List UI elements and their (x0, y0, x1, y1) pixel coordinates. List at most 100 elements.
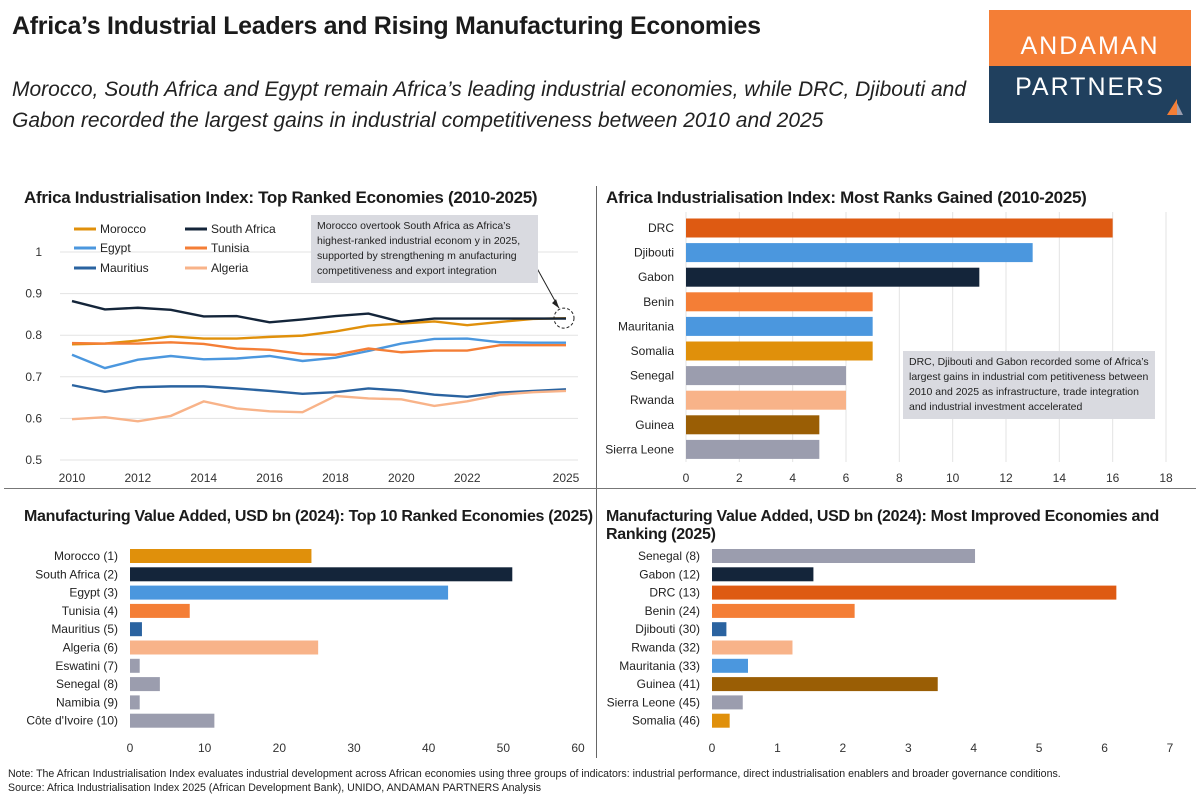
bar-senegal (686, 366, 846, 386)
x-tick-label: 2016 (256, 471, 283, 485)
x-tick-label: 20 (273, 741, 287, 755)
bar-namibia-9- (130, 695, 140, 710)
category-label: Senegal (8) (56, 677, 118, 691)
bar-c-te-d-ivoire-10- (130, 713, 215, 728)
page-subtitle: Morocco, South Africa and Egypt remain A… (12, 78, 967, 132)
category-label: Rwanda (630, 393, 674, 407)
x-tick-label: 1 (774, 741, 781, 755)
callout-circle (553, 307, 575, 329)
category-label: Djibouti (634, 246, 674, 260)
bar-mauritius-5- (130, 622, 142, 637)
category-label: Sierra Leone (45) (607, 695, 700, 709)
series-line-morocco (71, 316, 567, 346)
bar-rwanda-32- (712, 640, 793, 655)
bar-senegal-8- (130, 677, 160, 692)
bar-djibouti-30- (712, 622, 727, 637)
x-tick-label: 5 (1036, 741, 1043, 755)
bar-mauritania-33- (712, 658, 748, 673)
series-line-algeria (71, 389, 567, 423)
bar-rwanda (686, 390, 846, 410)
x-tick-label: 2022 (454, 471, 481, 485)
x-tick-label: 2014 (190, 471, 217, 485)
page-title: Africa’s Industrial Leaders and Rising M… (12, 12, 761, 40)
bar-djibouti (686, 243, 1033, 263)
series-line-mauritius (71, 383, 567, 398)
x-tick-label: 14 (1053, 471, 1067, 485)
legend-label: Algeria (211, 261, 249, 275)
category-label: Gabon (12) (639, 567, 700, 581)
category-label: Guinea (41) (637, 677, 700, 691)
legend-label: Mauritius (100, 261, 149, 275)
logo-mark-icon (1167, 99, 1183, 115)
legend-label: Tunisia (211, 241, 250, 255)
x-tick-label: 6 (843, 471, 850, 485)
bar-egypt-3- (130, 585, 449, 600)
x-tick-label: 0 (709, 741, 716, 755)
bar-sierra-leone (686, 439, 820, 459)
category-label: Mauritania (33) (619, 659, 700, 673)
bar-tunisia-4- (130, 603, 190, 618)
x-tick-label: 40 (422, 741, 436, 755)
x-tick-label: 18 (1159, 471, 1173, 485)
bar-somalia-46- (712, 713, 730, 728)
category-label: Morocco (1) (54, 549, 118, 563)
bar-sierra-leone-45- (712, 695, 743, 710)
y-tick-label: 0.5 (25, 453, 42, 467)
series-line-egypt (71, 337, 566, 370)
x-tick-label: 16 (1106, 471, 1120, 485)
legend-label: Egypt (100, 241, 131, 255)
chart2-annotation: DRC, Djibouti and Gabon recorded some of… (903, 351, 1155, 419)
x-tick-label: 10 (198, 741, 212, 755)
x-tick-label: 2025 (553, 471, 580, 485)
bar-guinea (686, 415, 820, 435)
x-tick-label: 50 (497, 741, 511, 755)
logo-line2: PARTNERS (989, 66, 1191, 123)
category-label: Tunisia (4) (62, 604, 118, 618)
chart3-title: Manufacturing Value Added, USD bn (2024)… (24, 508, 593, 525)
x-tick-label: 4 (970, 741, 977, 755)
y-tick-label: 1 (35, 245, 42, 259)
category-label: Eswatini (7) (55, 659, 118, 673)
x-tick-label: 3 (905, 741, 912, 755)
chart4-title: Manufacturing Value Added, USD bn (2024)… (606, 508, 1160, 543)
bar-south-africa-2- (130, 567, 513, 582)
category-label: Gabon (638, 270, 674, 284)
bar-benin (686, 292, 873, 312)
footer-note: Note: The African Industrialisation Inde… (8, 768, 1061, 780)
bar-eswatini-7- (130, 658, 140, 673)
category-label: Egypt (3) (69, 586, 118, 600)
bar-gabon-12- (712, 567, 814, 582)
category-label: Mauritania (618, 319, 674, 333)
horizontal-divider (4, 488, 1196, 489)
category-label: Benin (643, 295, 674, 309)
series-line-tunisia (71, 341, 566, 356)
x-tick-label: 0 (683, 471, 690, 485)
logo-line1: ANDAMAN (989, 10, 1191, 66)
chart2-title: Africa Industrialisation Index: Most Ran… (606, 188, 1087, 207)
x-tick-label: 2 (736, 471, 743, 485)
andaman-partners-logo: ANDAMAN PARTNERS (989, 10, 1191, 123)
x-tick-label: 7 (1167, 741, 1174, 755)
x-tick-label: 8 (896, 471, 903, 485)
category-label: Senegal (630, 369, 674, 383)
x-tick-label: 2 (840, 741, 847, 755)
bar-drc-13- (712, 585, 1117, 600)
category-label: Somalia (46) (632, 714, 700, 728)
chart1-annotation: Morocco overtook South Africa as Africa’… (311, 215, 538, 283)
x-tick-label: 60 (571, 741, 585, 755)
y-tick-label: 0.8 (25, 328, 42, 342)
y-tick-label: 0.6 (25, 411, 42, 425)
category-label: Sierra Leone (605, 442, 674, 456)
x-tick-label: 0 (127, 741, 134, 755)
category-label: DRC (648, 221, 674, 235)
y-tick-label: 0.7 (25, 370, 42, 384)
category-label: Côte d'Ivoire (10) (26, 714, 118, 728)
x-tick-label: 6 (1101, 741, 1108, 755)
footer-notes: Note: The African Industrialisation Inde… (8, 767, 1061, 795)
footer-source: Source: Africa Industrialisation Index 2… (8, 782, 542, 794)
series-line-south-africa (71, 299, 566, 324)
bar-senegal-8- (712, 549, 976, 563)
x-tick-label: 10 (946, 471, 960, 485)
vertical-divider (596, 186, 597, 758)
legend-label: Morocco (100, 222, 146, 236)
